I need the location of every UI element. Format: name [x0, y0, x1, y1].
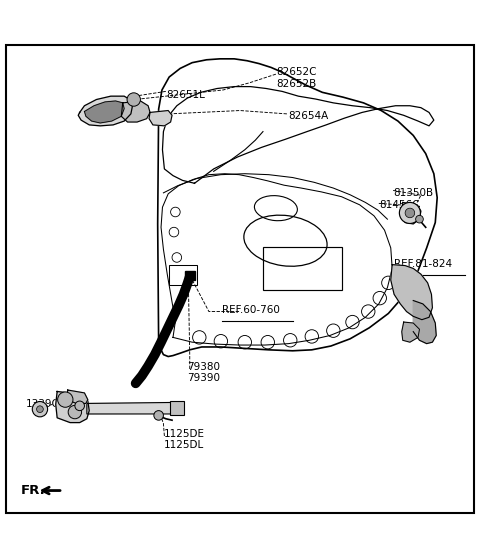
Circle shape: [36, 406, 43, 412]
Polygon shape: [56, 392, 89, 422]
Text: REF.81-824: REF.81-824: [394, 259, 452, 270]
Bar: [263, 247, 342, 290]
Circle shape: [399, 203, 420, 224]
Text: 1125DE
1125DL: 1125DE 1125DL: [163, 429, 204, 450]
Circle shape: [405, 208, 415, 218]
Text: 82654A: 82654A: [288, 111, 328, 121]
Polygon shape: [121, 101, 150, 122]
Polygon shape: [413, 301, 436, 344]
Bar: [185, 271, 195, 280]
Circle shape: [32, 402, 48, 417]
Polygon shape: [402, 322, 420, 342]
Polygon shape: [391, 264, 432, 320]
Text: 82652C
82652B: 82652C 82652B: [276, 68, 316, 89]
Polygon shape: [86, 402, 173, 414]
Circle shape: [58, 392, 73, 407]
Text: 1339CC: 1339CC: [25, 400, 67, 410]
Polygon shape: [67, 390, 88, 403]
Polygon shape: [84, 101, 124, 123]
Text: 81350B: 81350B: [393, 188, 433, 198]
Text: REF.60-760: REF.60-760: [222, 305, 280, 315]
Polygon shape: [78, 96, 132, 126]
Bar: [170, 401, 183, 415]
Text: FR.: FR.: [21, 484, 46, 497]
Text: 82651L: 82651L: [166, 90, 204, 100]
Circle shape: [68, 405, 82, 418]
Polygon shape: [149, 110, 172, 126]
Text: 79380
79390: 79380 79390: [187, 362, 220, 383]
Circle shape: [416, 215, 423, 223]
Circle shape: [154, 411, 163, 420]
Bar: [169, 264, 197, 285]
Circle shape: [127, 93, 141, 106]
Circle shape: [75, 401, 84, 411]
Polygon shape: [402, 203, 421, 224]
Text: 81456C: 81456C: [379, 200, 420, 210]
